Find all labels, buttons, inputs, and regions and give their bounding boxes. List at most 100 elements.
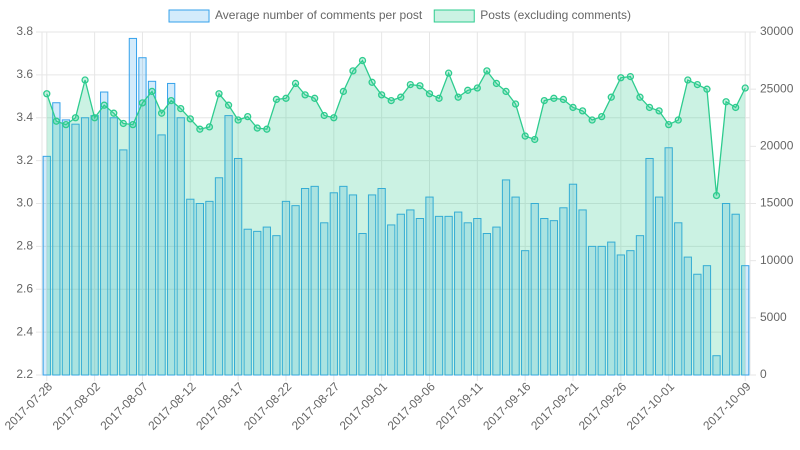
- bar: [167, 82, 176, 376]
- point: [397, 93, 405, 101]
- point: [205, 123, 214, 131]
- bar: [320, 222, 329, 376]
- point: [196, 125, 204, 133]
- legend-swatch: [168, 9, 210, 23]
- point: [129, 120, 137, 129]
- point: [598, 112, 606, 121]
- legend-label: Posts (excluding comments): [480, 8, 631, 22]
- bar: [300, 187, 310, 376]
- y2-tick-label: 10000: [760, 253, 794, 267]
- point: [339, 87, 348, 96]
- point: [578, 107, 587, 115]
- bar: [731, 213, 740, 376]
- bar: [664, 147, 673, 376]
- point: [253, 124, 261, 132]
- y-tick-label: 3.8: [16, 24, 33, 38]
- point: [330, 114, 338, 122]
- bar: [253, 230, 262, 376]
- point: [320, 111, 328, 120]
- point: [454, 93, 462, 101]
- bar: [42, 155, 51, 376]
- point: [531, 135, 539, 144]
- point: [665, 120, 673, 129]
- bar: [339, 185, 348, 376]
- x-tick-label: 2017-09-01: [337, 379, 391, 433]
- x-tick-label: 2017-08-07: [98, 379, 152, 433]
- point: [731, 103, 740, 112]
- bar: [654, 196, 664, 376]
- y2-tick-label: 30000: [760, 24, 794, 38]
- bar: [109, 117, 118, 376]
- point: [444, 69, 453, 77]
- point: [110, 109, 118, 117]
- bar: [693, 273, 702, 376]
- bar: [205, 200, 214, 376]
- bar: [616, 254, 625, 376]
- bar: [425, 196, 434, 376]
- point: [119, 119, 127, 128]
- y2-tick-label: 0: [760, 367, 767, 381]
- point: [502, 87, 510, 96]
- bar: [186, 198, 195, 376]
- bar: [434, 215, 444, 376]
- x-tick-label: 2017-09-21: [528, 379, 582, 433]
- bar: [712, 355, 721, 376]
- point: [186, 115, 194, 123]
- bar: [607, 241, 616, 376]
- point: [540, 96, 548, 105]
- point: [550, 94, 558, 102]
- bar: [549, 220, 559, 376]
- point: [358, 56, 367, 65]
- point: [473, 84, 481, 92]
- bar: [61, 119, 71, 376]
- x-tick-label: 2017-10-01: [624, 379, 678, 433]
- bar: [674, 222, 683, 376]
- point: [626, 72, 635, 81]
- x-tick-label: 2017-08-27: [289, 379, 343, 433]
- bar: [463, 222, 472, 376]
- point: [416, 82, 424, 90]
- x-tick-label: 2017-08-02: [50, 379, 104, 433]
- bar: [521, 250, 530, 376]
- bar: [71, 123, 80, 376]
- point: [234, 116, 242, 124]
- bar: [329, 192, 338, 376]
- point: [684, 76, 692, 84]
- point: [81, 76, 89, 84]
- bar: [540, 218, 549, 376]
- bar: [559, 207, 568, 376]
- point: [607, 93, 615, 101]
- point: [311, 94, 319, 102]
- point: [52, 117, 61, 125]
- legend-item: Average number of comments per post: [168, 8, 423, 23]
- bar: [501, 179, 511, 376]
- x-tick-label: 2017-08-17: [193, 379, 247, 433]
- point: [100, 101, 108, 109]
- y-tick-label: 3.4: [16, 110, 33, 124]
- bar: [396, 213, 405, 376]
- bar: [415, 218, 425, 376]
- bar: [243, 228, 252, 376]
- bar: [635, 235, 645, 376]
- x-tick-label: 2017-09-16: [480, 379, 534, 433]
- bar: [473, 218, 482, 376]
- point: [148, 87, 156, 96]
- point: [377, 91, 386, 99]
- point: [435, 94, 443, 102]
- bar: [147, 80, 157, 376]
- y-tick-label: 2.8: [16, 239, 33, 253]
- legend-label: Average number of comments per post: [215, 8, 423, 22]
- area: [46, 60, 746, 375]
- x-tick-label: 2017-09-26: [576, 379, 630, 433]
- point: [177, 104, 185, 113]
- bar: [233, 157, 243, 376]
- bar: [721, 203, 731, 376]
- bar: [157, 134, 166, 376]
- point: [282, 94, 290, 102]
- bar: [52, 102, 61, 376]
- bar: [454, 211, 463, 376]
- point: [425, 90, 434, 98]
- bar: [262, 226, 271, 376]
- legend-swatch: [433, 9, 475, 23]
